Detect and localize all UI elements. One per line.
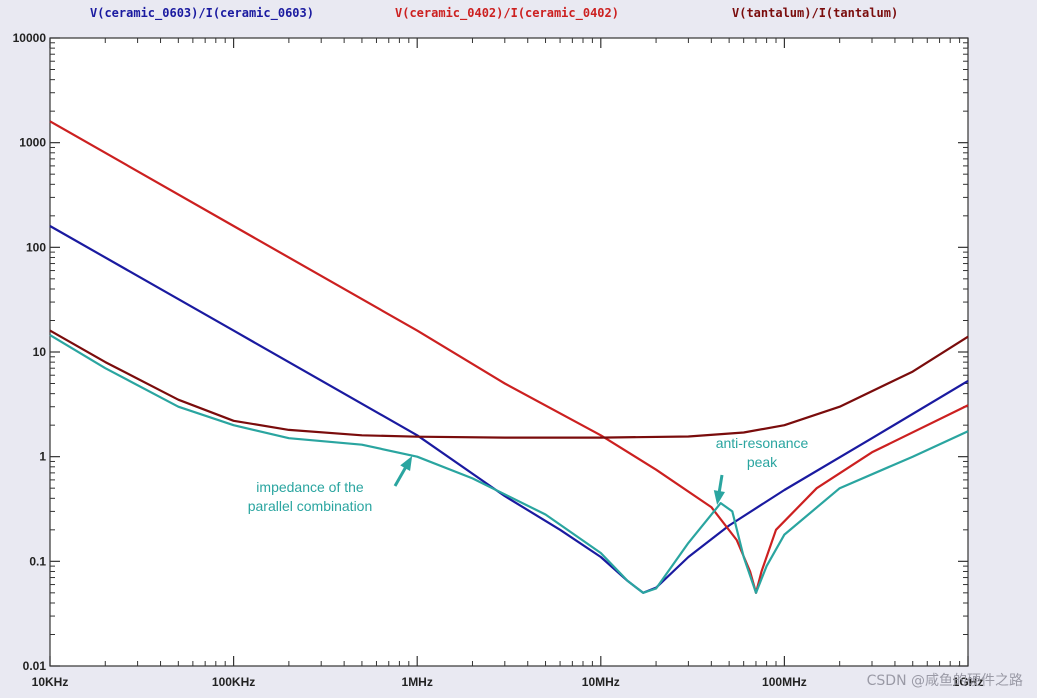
legend-ceramic-0603: V(ceramic_0603)/I(ceramic_0603)	[90, 6, 314, 20]
watermark-text: CSDN @咸鱼的硬件之路	[866, 673, 1023, 689]
series-line-3	[49, 334, 969, 594]
y-tick-label: 100	[26, 240, 46, 254]
x-tick-label: 100MHz	[762, 675, 807, 689]
series-line-1	[49, 120, 969, 594]
y-tick-label: 1	[39, 450, 46, 464]
legend-ceramic-0402: V(ceramic_0402)/I(ceramic_0402)	[395, 6, 619, 20]
x-tick-label: 1GHz	[953, 675, 984, 689]
annotation-arrow-head	[400, 455, 413, 472]
annotation-text: peak	[747, 454, 778, 470]
y-tick-label: 0.1	[29, 554, 46, 568]
x-tick-label: 10KHz	[32, 675, 69, 689]
x-tick-label: 10MHz	[582, 675, 620, 689]
x-tick-label: 100KHz	[212, 675, 255, 689]
annotation-arrow-head	[713, 490, 725, 505]
plot-frame	[49, 37, 969, 667]
y-tick-label: 0.01	[23, 659, 47, 673]
legend-tantalum: V(tantalum)/I(tantalum)	[732, 6, 899, 20]
annotation-text: parallel combination	[248, 498, 373, 514]
y-tick-label: 10000	[13, 31, 47, 45]
x-tick-label: 1MHz	[402, 675, 433, 689]
y-tick-label: 1000	[19, 136, 46, 150]
annotation-text: impedance of the	[256, 479, 364, 495]
annotation-text: anti-resonance	[716, 435, 809, 451]
series-line-2	[49, 329, 969, 439]
y-tick-label: 10	[33, 345, 47, 359]
